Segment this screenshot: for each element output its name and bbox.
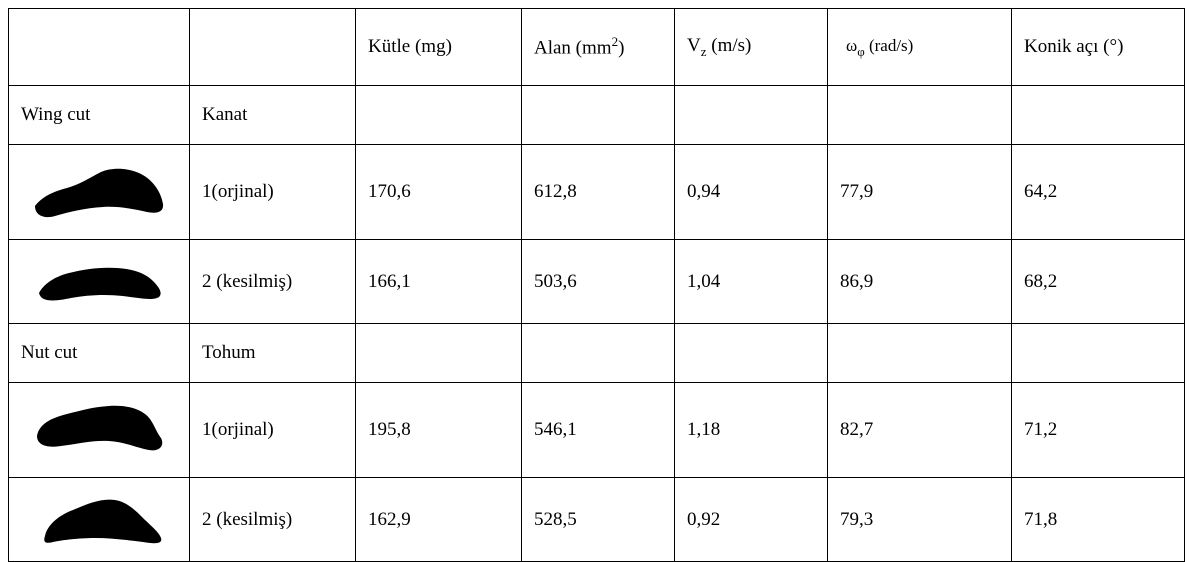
cone-cell: 71,2 [1011, 382, 1185, 478]
header-omega: ωφ (rad/s) [827, 8, 1012, 86]
omega-cell: 86,9 [827, 239, 1012, 324]
header-vz: Vz (m/s) [674, 8, 828, 86]
variant-cell: 2 (kesilmiş) [189, 477, 356, 562]
seed-shape-image [8, 239, 190, 324]
table-row: 2 (kesilmiş) 162,9 528,5 0,92 79,3 71,8 [8, 477, 1185, 562]
header-mass: Kütle (mg) [355, 8, 522, 86]
seed-wing-table: Kütle (mg) Alan (mm2) Vz (m/s) ωφ (rad/s… [8, 8, 1185, 562]
seed-silhouette [37, 405, 163, 451]
area-cell: 612,8 [521, 144, 675, 240]
group-sublabel: Kanat [189, 85, 356, 145]
header-area: Alan (mm2) [521, 8, 675, 86]
cone-cell: 71,8 [1011, 477, 1185, 562]
variant-cell: 1(orjinal) [189, 144, 356, 240]
vz-cell: 0,94 [674, 144, 828, 240]
area-cell: 528,5 [521, 477, 675, 562]
group-sublabel: Tohum [189, 323, 356, 383]
header-cone-angle: Konik açı (°) [1011, 8, 1185, 86]
group-label: Nut cut [8, 323, 190, 383]
variant-cell: 2 (kesilmiş) [189, 239, 356, 324]
vz-cell: 1,04 [674, 239, 828, 324]
seed-silhouette [39, 267, 161, 300]
vz-cell: 1,18 [674, 382, 828, 478]
omega-cell: 79,3 [827, 477, 1012, 562]
group-label: Wing cut [8, 85, 190, 145]
area-cell: 546,1 [521, 382, 675, 478]
cone-cell: 64,2 [1011, 144, 1185, 240]
header-row: Kütle (mg) Alan (mm2) Vz (m/s) ωφ (rad/s… [8, 8, 1185, 86]
header-empty-cell [189, 8, 356, 86]
header-empty-cell [8, 8, 190, 86]
seed-shape-image [8, 144, 190, 240]
table-row: 2 (kesilmiş) 166,1 503,6 1,04 86,9 68,2 [8, 239, 1185, 324]
vz-cell: 0,92 [674, 477, 828, 562]
mass-cell: 170,6 [355, 144, 522, 240]
area-cell: 503,6 [521, 239, 675, 324]
seed-shape-image [8, 382, 190, 478]
mass-cell: 166,1 [355, 239, 522, 324]
seed-silhouette [35, 168, 164, 218]
cone-cell: 68,2 [1011, 239, 1185, 324]
seed-shape-image [8, 477, 190, 562]
omega-cell: 77,9 [827, 144, 1012, 240]
mass-cell: 162,9 [355, 477, 522, 562]
group-row-nut: Nut cut Tohum [8, 323, 1185, 383]
table-row: 1(orjinal) 170,6 612,8 0,94 77,9 64,2 [8, 144, 1185, 240]
seed-silhouette [44, 499, 162, 543]
mass-cell: 195,8 [355, 382, 522, 478]
table-row: 1(orjinal) 195,8 546,1 1,18 82,7 71,2 [8, 382, 1185, 478]
omega-cell: 82,7 [827, 382, 1012, 478]
group-row-wing: Wing cut Kanat [8, 85, 1185, 145]
variant-cell: 1(orjinal) [189, 382, 356, 478]
